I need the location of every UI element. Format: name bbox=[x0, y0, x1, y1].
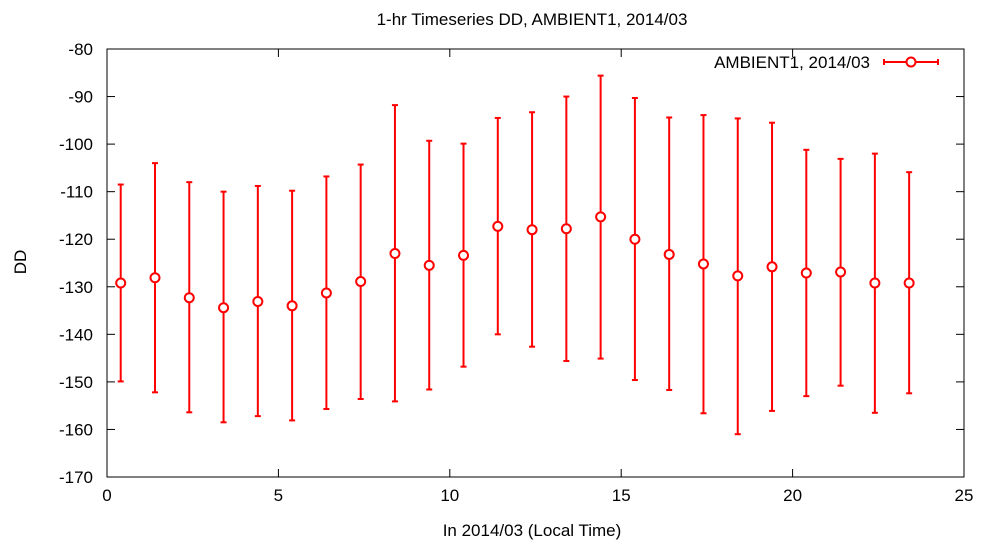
x-tick-label: 10 bbox=[440, 486, 459, 505]
data-point-20 bbox=[800, 148, 812, 398]
data-point-marker bbox=[492, 220, 504, 232]
data-point-9 bbox=[423, 139, 435, 391]
data-point-23 bbox=[903, 171, 915, 395]
legend-marker bbox=[905, 56, 917, 68]
data-point-marker bbox=[835, 266, 847, 278]
data-point-10 bbox=[458, 142, 470, 368]
data-point-marker bbox=[560, 223, 572, 235]
data-point-14 bbox=[595, 74, 607, 360]
data-point-22 bbox=[869, 152, 881, 414]
data-point-marker bbox=[629, 233, 641, 245]
data-point-19 bbox=[766, 121, 778, 412]
x-tick-label: 20 bbox=[783, 486, 802, 505]
data-point-11 bbox=[492, 116, 504, 336]
data-point-5 bbox=[286, 189, 298, 422]
y-tick-label: -110 bbox=[60, 183, 93, 202]
x-tick-label: 25 bbox=[955, 486, 974, 505]
data-point-marker bbox=[286, 300, 298, 312]
y-tick-label: -90 bbox=[68, 88, 93, 107]
data-point-marker bbox=[595, 211, 607, 223]
x-tick-label: 5 bbox=[274, 486, 283, 505]
data-point-21 bbox=[835, 157, 847, 387]
data-point-0 bbox=[115, 183, 127, 383]
data-point-18 bbox=[732, 117, 744, 436]
data-point-13 bbox=[560, 95, 572, 362]
data-point-marker bbox=[320, 287, 332, 299]
data-point-15 bbox=[629, 96, 641, 381]
data-point-marker bbox=[355, 276, 367, 288]
chart-title: 1-hr Timeseries DD, AMBIENT1, 2014/03 bbox=[377, 10, 688, 29]
data-point-marker bbox=[869, 277, 881, 289]
data-point-16 bbox=[663, 116, 675, 391]
data-point-marker bbox=[663, 248, 675, 260]
data-point-marker bbox=[732, 270, 744, 282]
data-point-7 bbox=[355, 163, 367, 401]
data-point-marker bbox=[252, 296, 264, 308]
data-point-17 bbox=[697, 114, 709, 415]
data-point-marker bbox=[903, 277, 915, 289]
data-point-marker bbox=[183, 292, 195, 304]
y-tick-label: -130 bbox=[59, 278, 93, 297]
data-point-marker bbox=[697, 258, 709, 270]
series-ambient1 bbox=[115, 74, 915, 436]
x-tick-label: 15 bbox=[612, 486, 631, 505]
y-tick-label: -170 bbox=[59, 468, 93, 487]
data-point-marker bbox=[423, 259, 435, 271]
data-point-marker bbox=[526, 224, 538, 236]
y-tick-label: -150 bbox=[59, 373, 93, 392]
y-tick-label: -160 bbox=[59, 420, 93, 439]
legend-label: AMBIENT1, 2014/03 bbox=[714, 53, 870, 72]
y-tick-label: -80 bbox=[68, 40, 93, 59]
data-point-marker bbox=[149, 272, 161, 284]
data-point-marker bbox=[389, 247, 401, 259]
x-axis-label: In 2014/03 (Local Time) bbox=[443, 521, 622, 540]
data-point-4 bbox=[252, 184, 264, 418]
data-point-6 bbox=[320, 175, 332, 410]
axis-ticks: 0 5 10 15 20 25 -80 -90 -100 -110 -120 -130 -140 -150… bbox=[59, 40, 973, 505]
data-point-12 bbox=[526, 111, 538, 348]
data-point-marker bbox=[218, 302, 230, 314]
plot-area-frame bbox=[106, 48, 965, 478]
data-point-marker bbox=[766, 261, 778, 273]
data-point-8 bbox=[389, 104, 401, 403]
legend-swatch bbox=[883, 56, 939, 68]
y-tick-label: -140 bbox=[59, 325, 93, 344]
data-point-3 bbox=[218, 190, 230, 424]
legend: AMBIENT1, 2014/03 bbox=[714, 53, 939, 72]
data-point-2 bbox=[183, 181, 195, 414]
y-axis-label: DD bbox=[11, 250, 30, 275]
y-tick-label: -120 bbox=[59, 230, 93, 249]
y-tick-label: -100 bbox=[59, 135, 93, 154]
data-point-marker bbox=[115, 277, 127, 289]
data-point-marker bbox=[458, 249, 470, 261]
data-point-1 bbox=[149, 162, 161, 394]
data-point-marker bbox=[800, 267, 812, 279]
x-tick-label: 0 bbox=[102, 486, 111, 505]
